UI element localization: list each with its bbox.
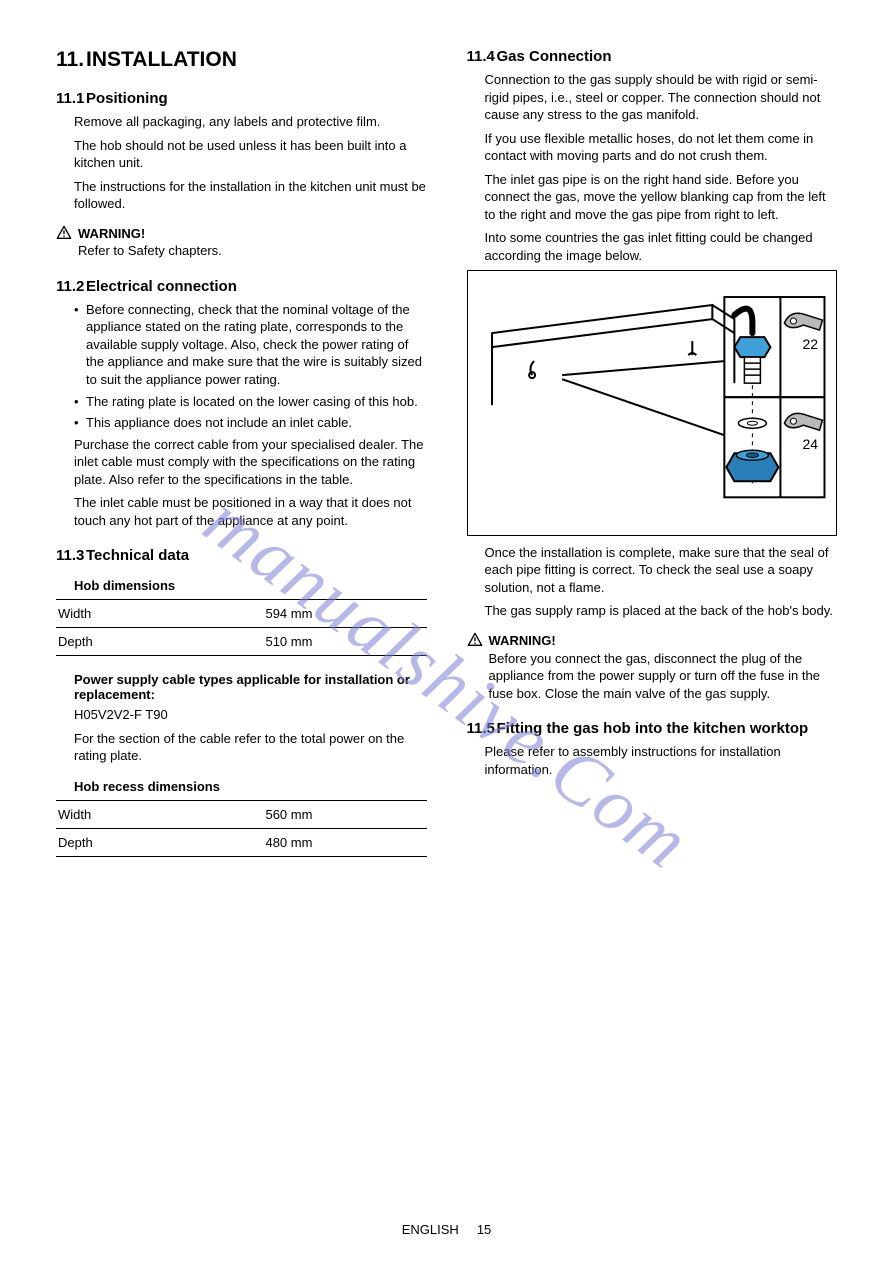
paragraph: Please refer to assembly instructions fo… [467,743,838,778]
content-columns: 11.INSTALLATION 11.1Positioning Remove a… [56,48,837,857]
warning-body: Refer to Safety chapters. [78,243,222,258]
spec-label: Width [56,801,263,829]
paragraph: The inlet gas pipe is on the right hand … [467,171,838,224]
paragraph: The instructions for the installation in… [56,178,427,213]
table-row: Depth 480 mm [56,829,427,857]
paragraph: Into some countries the gas inlet fittin… [467,229,838,264]
gas-fitting-diagram: 22 [467,270,838,535]
spec-label: Depth [56,628,263,656]
spec-label: Depth [56,829,263,857]
subsection-fitting: 11.5Fitting the gas hob into the kitchen… [467,720,838,737]
hob-dims-title: Hob dimensions [56,578,427,593]
subsection-gas: 11.4Gas Connection [467,48,838,65]
sub-title: Technical data [86,547,189,564]
paragraph: Once the installation is complete, make … [467,544,838,597]
warning-label: WARNING! [78,225,222,243]
recess-table: Width 560 mm Depth 480 mm [56,800,427,857]
paragraph: Purchase the correct cable from your spe… [56,436,427,489]
section-number: 11. [56,48,86,72]
footer-page-number: 15 [477,1222,491,1237]
table-row: Width 560 mm [56,801,427,829]
bullet-list: Before connecting, check that the nomina… [56,301,427,432]
diagram-svg: 22 [472,275,833,525]
sub-number: 11.4 [467,48,497,65]
paragraph: Connection to the gas supply should be w… [467,71,838,124]
sub-title: Electrical connection [86,278,237,295]
page-root: manualshive.Com 11.INSTALLATION 11.1Posi… [0,0,893,1263]
sub-title: Positioning [86,90,168,107]
sub-number: 11.1 [56,90,86,107]
cable-title: Power supply cable types applicable for … [56,672,427,702]
warning-body: Before you connect the gas, disconnect t… [489,651,820,701]
table-row: Width 594 mm [56,600,427,628]
paragraph: The inlet cable must be positioned in a … [56,494,427,529]
sub-title: Fitting the gas hob into the kitchen wor… [497,720,809,737]
sub-title: Gas Connection [497,48,612,65]
spec-value: 510 mm [263,628,426,656]
warning-label: WARNING! [489,632,838,650]
subsection-techdata: 11.3Technical data [56,547,427,564]
sub-number: 11.2 [56,278,86,295]
paragraph: The gas supply ramp is placed at the bac… [467,602,838,620]
warning-block: WARNING! Refer to Safety chapters. [56,225,427,260]
spec-value: 560 mm [263,801,426,829]
subsection-positioning: 11.1Positioning [56,90,427,107]
spec-label: Width [56,600,263,628]
page-footer: ENGLISH 15 [0,1222,893,1237]
hob-dims-table: Width 594 mm Depth 510 mm [56,599,427,656]
sub-number: 11.3 [56,547,86,564]
recess-title: Hob recess dimensions [56,779,427,794]
section-title: INSTALLATION [86,48,237,71]
warning-block: WARNING! Before you connect the gas, dis… [467,632,838,702]
list-item: The rating plate is located on the lower… [74,393,427,411]
list-item: This appliance does not include an inlet… [74,414,427,432]
warning-text: WARNING! Refer to Safety chapters. [78,225,222,260]
cable-note: For the section of the cable refer to th… [56,730,427,765]
spec-value: 480 mm [263,829,426,857]
paragraph: The hob should not be used unless it has… [56,137,427,172]
subsection-electrical: 11.2Electrical connection [56,278,427,295]
list-item: Before connecting, check that the nomina… [74,301,427,389]
table-row: Depth 510 mm [56,628,427,656]
left-column: 11.INSTALLATION 11.1Positioning Remove a… [56,48,433,857]
warning-icon [467,632,483,648]
section-heading: 11.INSTALLATION [56,48,427,72]
spec-value: 594 mm [263,600,426,628]
footer-lang: ENGLISH [402,1222,459,1237]
wrench-size-top: 22 [802,337,818,353]
wrench-size-bottom: 24 [802,437,818,453]
cable-type: H05V2V2-F T90 [56,706,427,724]
right-column: 11.4Gas Connection Connection to the gas… [461,48,838,857]
paragraph: Remove all packaging, any labels and pro… [56,113,427,131]
warning-icon [56,225,72,241]
warning-text: WARNING! Before you connect the gas, dis… [489,632,838,702]
sub-number: 11.5 [467,720,497,737]
paragraph: If you use flexible metallic hoses, do n… [467,130,838,165]
